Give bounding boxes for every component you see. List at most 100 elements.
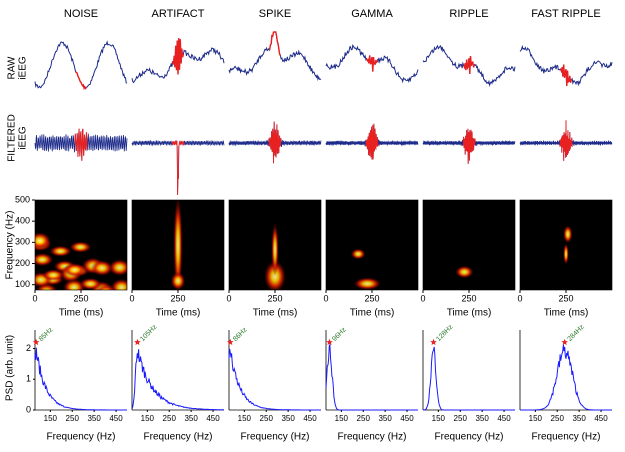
filtered-event bbox=[559, 120, 573, 161]
psd-curve bbox=[228, 348, 321, 411]
x-tick-label: 450 bbox=[206, 414, 220, 423]
psd-curve bbox=[422, 346, 515, 411]
x-axis-label: Time (ms) bbox=[156, 308, 201, 319]
peak-marker bbox=[134, 338, 141, 346]
column-title: ARTIFACT bbox=[152, 8, 205, 20]
column-title: NOISE bbox=[64, 8, 98, 20]
psd-curve bbox=[325, 343, 418, 411]
x-axis-label: Time (ms) bbox=[544, 308, 589, 319]
spectrogram-blob bbox=[79, 277, 102, 290]
x-tick-label: 250 bbox=[73, 293, 88, 303]
raw-event bbox=[171, 38, 185, 75]
peak-marker bbox=[430, 338, 437, 346]
x-axis-label: Frequency (Hz) bbox=[144, 432, 213, 443]
raw-event bbox=[365, 55, 379, 72]
x-axis-label: Time (ms) bbox=[59, 308, 104, 319]
spectrogram-blob bbox=[69, 241, 92, 253]
raw-event bbox=[75, 71, 87, 91]
spectrogram-blob bbox=[170, 272, 186, 290]
x-axis-label: Time (ms) bbox=[253, 308, 298, 319]
y-tick-label: 0 bbox=[26, 404, 31, 414]
x-tick-label: 150 bbox=[529, 414, 543, 423]
x-tick-label: 0 bbox=[517, 293, 522, 303]
x-tick-label: 250 bbox=[267, 293, 282, 303]
x-tick-label: 0 bbox=[32, 293, 37, 303]
x-axis-label: Time (ms) bbox=[350, 308, 395, 319]
x-tick-label: 450 bbox=[400, 414, 414, 423]
peak-marker bbox=[227, 338, 234, 346]
spectrogram-blobs bbox=[263, 222, 287, 290]
spectrogram-blobs bbox=[35, 232, 127, 290]
spectrogram-blob bbox=[35, 252, 54, 267]
x-tick-label: 250 bbox=[66, 414, 80, 423]
spectrogram-blob bbox=[563, 225, 573, 244]
x-tick-label: 0 bbox=[323, 293, 328, 303]
spectrogram-blobs bbox=[350, 248, 382, 290]
x-tick-label: 250 bbox=[461, 293, 476, 303]
spectrogram-blob bbox=[563, 243, 569, 265]
x-tick-label: 350 bbox=[378, 414, 392, 423]
x-axis-label: Frequency (Hz) bbox=[532, 432, 601, 443]
y-tick-label: 1 bbox=[26, 374, 31, 384]
filtered-event bbox=[268, 121, 282, 164]
spectrogram-blob bbox=[35, 232, 51, 249]
x-tick-label: 250 bbox=[163, 414, 177, 423]
x-axis-label: Frequency (Hz) bbox=[338, 432, 407, 443]
filtered-event bbox=[171, 140, 185, 196]
x-tick-label: 250 bbox=[551, 414, 565, 423]
x-tick-label: 150 bbox=[432, 414, 446, 423]
y-tick-label: 500 bbox=[15, 194, 30, 204]
spectrogram-panel bbox=[326, 200, 418, 290]
column-title: FAST RIPPLE bbox=[531, 8, 601, 20]
x-tick-label: 150 bbox=[238, 414, 252, 423]
spectrogram-blob bbox=[110, 278, 127, 290]
x-tick-label: 0 bbox=[226, 293, 231, 303]
y-tick-label: 200 bbox=[15, 258, 30, 268]
peak-label: 85Hz bbox=[38, 326, 55, 343]
x-tick-label: 0 bbox=[129, 293, 134, 303]
peak-label: 284Hz bbox=[566, 323, 586, 343]
x-tick-label: 450 bbox=[594, 414, 608, 423]
spectrogram-blob bbox=[49, 245, 72, 257]
x-axis-label: Frequency (Hz) bbox=[47, 432, 116, 443]
column-title: RIPPLE bbox=[449, 8, 488, 20]
filtered-event bbox=[365, 123, 379, 160]
spectrogram-blob bbox=[90, 260, 114, 277]
spectrogram-blob bbox=[173, 200, 183, 290]
spectrogram-blob bbox=[350, 248, 366, 260]
spectrogram-blob bbox=[271, 222, 279, 277]
x-tick-label: 450 bbox=[303, 414, 317, 423]
spectrogram-blobs bbox=[563, 225, 573, 265]
row-label: RAW bbox=[7, 56, 18, 80]
peak-label: 86Hz bbox=[232, 326, 249, 343]
x-tick-label: 250 bbox=[357, 414, 371, 423]
x-tick-label: 250 bbox=[558, 293, 573, 303]
peak-label: 105Hz bbox=[139, 323, 159, 343]
x-tick-label: 250 bbox=[454, 414, 468, 423]
raw-event bbox=[462, 55, 476, 75]
y-axis-label: Frequency (Hz) bbox=[5, 211, 16, 280]
spectrogram-blob bbox=[108, 259, 127, 276]
row-label: iEEG bbox=[18, 126, 29, 150]
peak-label: 128Hz bbox=[435, 323, 455, 343]
y-axis-label: PSD (arb. unit) bbox=[5, 335, 16, 401]
spectrogram-blobs bbox=[170, 200, 186, 290]
peak-marker bbox=[32, 338, 40, 346]
x-tick-label: 450 bbox=[109, 414, 123, 423]
peak-marker bbox=[326, 338, 333, 346]
x-tick-label: 350 bbox=[184, 414, 198, 423]
x-tick-label: 350 bbox=[281, 414, 295, 423]
row-label: iEEG bbox=[18, 56, 29, 80]
x-tick-label: 350 bbox=[572, 414, 586, 423]
spectrogram-blob bbox=[353, 277, 382, 290]
x-tick-label: 150 bbox=[141, 414, 155, 423]
psd-curve bbox=[520, 344, 612, 411]
column-title: GAMMA bbox=[351, 8, 393, 20]
spectrogram-blob bbox=[455, 265, 474, 279]
row-label: FILTERED bbox=[7, 114, 18, 162]
raw-trace bbox=[228, 31, 322, 82]
filtered-event bbox=[74, 128, 88, 161]
column-title: SPIKE bbox=[259, 8, 291, 20]
y-tick-label: 300 bbox=[15, 237, 30, 247]
